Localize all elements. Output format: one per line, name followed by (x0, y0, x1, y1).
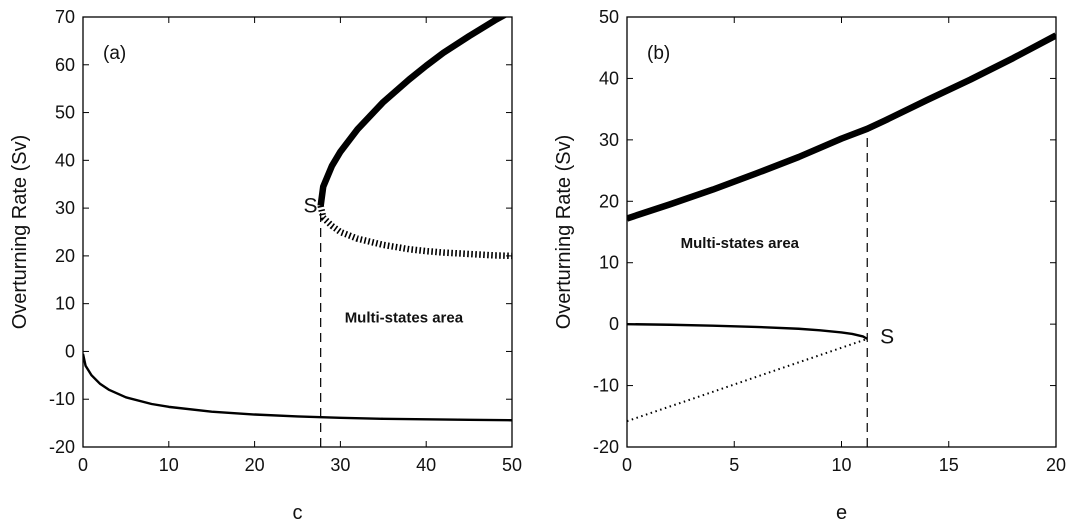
x-tick-label: 40 (416, 455, 436, 475)
x-tick-label: 20 (245, 455, 265, 475)
panel-label: (b) (647, 43, 670, 64)
y-tick-label: -20 (593, 437, 619, 457)
x-tick-label: 10 (159, 455, 179, 475)
y-tick-label: 30 (55, 198, 75, 218)
series-line-1 (317, 17, 508, 207)
x-tick-label: 20 (1046, 455, 1066, 475)
point-s-label: S (880, 325, 894, 348)
y-tick-label: 10 (599, 253, 619, 273)
y-axis-label: Overturning Rate (Sv) (9, 135, 31, 330)
x-tick-label: 5 (729, 455, 739, 475)
y-tick-label: -10 (593, 376, 619, 396)
y-tick-label: 60 (55, 55, 75, 75)
y-tick-label: -20 (49, 437, 75, 457)
x-tick-label: 0 (78, 455, 88, 475)
plot-frame (82, 16, 513, 448)
x-axis-label: c (293, 502, 303, 524)
x-tick-label: 10 (831, 455, 851, 475)
series-line-3 (627, 337, 868, 423)
chart-panel-2: 0 5 10 15 20 -20 -10 0 10 20 30 40 50 e Overturning Ra… (553, 7, 1066, 524)
y-tick-label: 40 (55, 150, 75, 170)
y-tick-label: 10 (55, 294, 75, 314)
series-line-1 (627, 32, 1056, 222)
series-line-2 (627, 322, 868, 340)
x-axis-label: e (836, 502, 847, 524)
x-tick-label: 0 (622, 455, 632, 475)
y-tick-label: -10 (49, 389, 75, 409)
y-tick-label: 20 (599, 191, 619, 211)
y-tick-label: 50 (55, 103, 75, 123)
x-tick-label: 50 (502, 455, 522, 475)
chart-panel-1: 0 10 20 30 40 50 -20 -10 0 10 20 30 40 50 60 70 c Overtur… (9, 7, 522, 524)
region-annotation: Multi-states area (681, 235, 800, 252)
y-tick-label: 0 (609, 314, 619, 334)
series-line-2 (317, 205, 512, 260)
y-tick-label: 30 (599, 130, 619, 150)
y-tick-label: 0 (65, 341, 75, 361)
point-s-label: S (304, 195, 318, 218)
region-annotation: Multi-states area (345, 310, 464, 327)
x-tick-label: 15 (939, 455, 959, 475)
y-tick-label: 40 (599, 68, 619, 88)
y-tick-label: 70 (55, 7, 75, 27)
panel-label: (a) (103, 43, 126, 64)
series-line-3 (83, 353, 512, 422)
x-tick-label: 30 (330, 455, 350, 475)
plot-frame (626, 16, 1057, 448)
y-axis-label: Overturning Rate (Sv) (553, 135, 575, 330)
y-tick-label: 20 (55, 246, 75, 266)
y-tick-label: 50 (599, 7, 619, 27)
